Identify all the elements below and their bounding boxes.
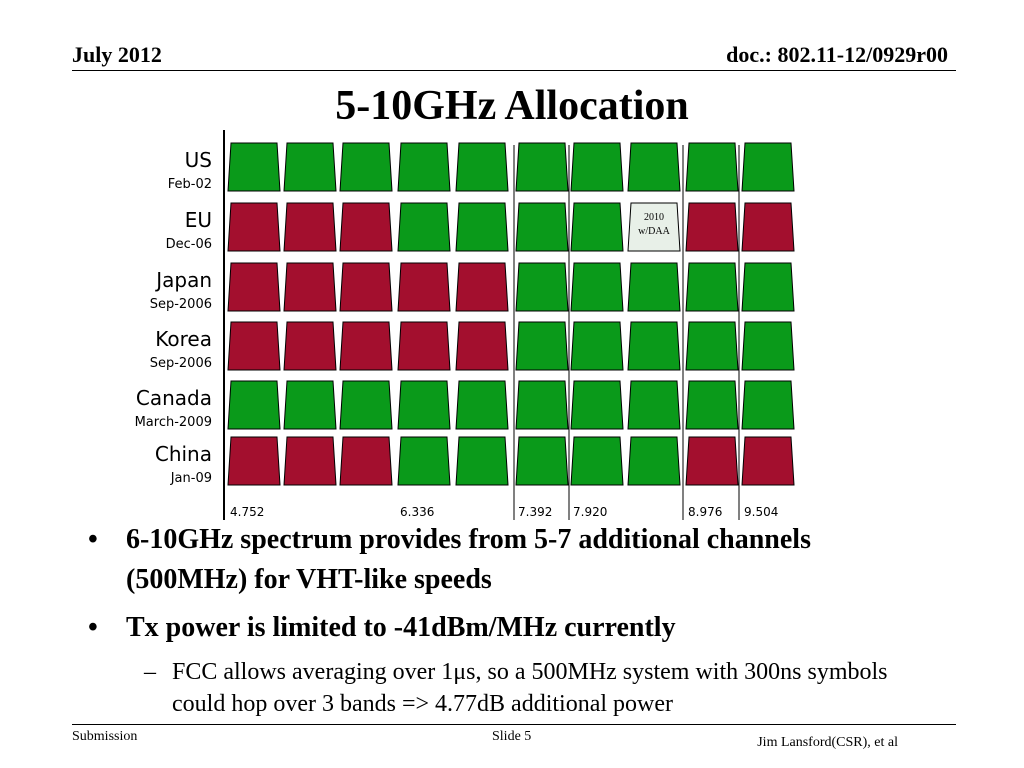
channel-cell bbox=[339, 436, 393, 486]
row-name: US bbox=[185, 148, 212, 172]
channel-cell bbox=[515, 436, 569, 486]
row-date: Dec-06 bbox=[166, 237, 212, 252]
row-date: Sep-2006 bbox=[150, 356, 212, 371]
bullet-list: 6-10GHz spectrum provides from 5-7 addit… bbox=[88, 520, 888, 720]
channel-cell bbox=[570, 142, 624, 192]
frequency-label: 7.392 bbox=[518, 505, 552, 519]
channel-cell bbox=[455, 436, 509, 486]
channel-cell bbox=[685, 262, 739, 312]
channel-cell bbox=[339, 321, 393, 371]
channel-cell bbox=[227, 202, 281, 252]
frequency-label: 8.976 bbox=[688, 505, 722, 519]
channel-cell bbox=[627, 436, 681, 486]
channel-cell bbox=[227, 142, 281, 192]
channel-cell bbox=[227, 262, 281, 312]
channel-cell bbox=[397, 262, 451, 312]
channel-cell bbox=[283, 262, 337, 312]
channel-cell bbox=[455, 262, 509, 312]
bullet: 6-10GHz spectrum provides from 5-7 addit… bbox=[88, 520, 888, 600]
channel-cell bbox=[397, 436, 451, 486]
channel-cell bbox=[455, 321, 509, 371]
header-doc: doc.: 802.11-12/0929r00 bbox=[726, 42, 948, 67]
row-name: EU bbox=[185, 208, 212, 232]
footer-right: Jim Lansford(CSR), et al bbox=[757, 735, 898, 750]
channel-cell bbox=[685, 436, 739, 486]
channel-cell bbox=[685, 142, 739, 192]
channel-cell bbox=[685, 321, 739, 371]
row-name: Korea bbox=[155, 327, 212, 351]
channel-cell bbox=[570, 380, 624, 430]
channel-cell bbox=[455, 142, 509, 192]
channel-cell bbox=[570, 436, 624, 486]
channel-cell bbox=[515, 321, 569, 371]
header-date: July 2012 bbox=[72, 42, 162, 67]
channel-cell bbox=[741, 142, 795, 192]
channel-cell bbox=[339, 142, 393, 192]
row-date: Feb-02 bbox=[168, 177, 212, 192]
channel-cell bbox=[227, 436, 281, 486]
footer-center: Slide 5 bbox=[492, 729, 532, 744]
channel-cell bbox=[627, 380, 681, 430]
channel-cell bbox=[339, 262, 393, 312]
channel-cell bbox=[627, 142, 681, 192]
channel-cell bbox=[227, 380, 281, 430]
sub-bullet: FCC allows averaging over 1μs, so a 500M… bbox=[88, 656, 888, 720]
channel-cell bbox=[570, 321, 624, 371]
channel-cell bbox=[515, 380, 569, 430]
cell-note: 2010 bbox=[644, 212, 664, 223]
footer-left: Submission bbox=[72, 729, 138, 744]
channel-cell bbox=[685, 202, 739, 252]
channel-cell bbox=[741, 321, 795, 371]
header-rule bbox=[72, 70, 956, 71]
channel-cell bbox=[741, 262, 795, 312]
channel-cell bbox=[741, 202, 795, 252]
allocation-diagram: US Feb-02 EU Dec-06 2010 w/DAA Japan Sep-2006 Ko… bbox=[135, 130, 795, 520]
channel-cell bbox=[227, 321, 281, 371]
channel-cell bbox=[515, 142, 569, 192]
row-name: Canada bbox=[136, 386, 212, 410]
channel-cell bbox=[515, 202, 569, 252]
row-date: March-2009 bbox=[135, 415, 212, 430]
cell-note: w/DAA bbox=[638, 226, 670, 237]
channel-cell bbox=[741, 380, 795, 430]
row-name: Japan bbox=[154, 268, 212, 292]
channel-cell bbox=[515, 262, 569, 312]
channel-cell bbox=[455, 202, 509, 252]
channel-cell bbox=[397, 142, 451, 192]
channel-cell bbox=[397, 321, 451, 371]
channel-cell bbox=[283, 202, 337, 252]
row-name: China bbox=[155, 442, 212, 466]
footer-rule bbox=[72, 724, 956, 725]
frequency-label: 4.752 bbox=[230, 505, 264, 519]
channel-cell bbox=[339, 202, 393, 252]
channel-cell bbox=[455, 380, 509, 430]
frequency-label: 6.336 bbox=[400, 505, 434, 519]
channel-cell bbox=[627, 262, 681, 312]
channel-cell bbox=[570, 202, 624, 252]
channel-cell bbox=[397, 202, 451, 252]
channel-cell bbox=[283, 436, 337, 486]
channel-cell bbox=[339, 380, 393, 430]
frequency-label: 9.504 bbox=[744, 505, 778, 519]
channel-cell bbox=[283, 142, 337, 192]
channel-cell bbox=[627, 321, 681, 371]
channel-cell bbox=[397, 380, 451, 430]
row-date: Sep-2006 bbox=[150, 297, 212, 312]
row-date: Jan-09 bbox=[170, 471, 212, 486]
channel-cell bbox=[283, 380, 337, 430]
channel-cell bbox=[570, 262, 624, 312]
channel-cell bbox=[741, 436, 795, 486]
bullet: Tx power is limited to -41dBm/MHz curren… bbox=[88, 608, 888, 648]
slide-title: 5-10GHz Allocation bbox=[335, 83, 689, 129]
channel-cell bbox=[283, 321, 337, 371]
channel-cell bbox=[627, 202, 681, 252]
frequency-label: 7.920 bbox=[573, 505, 607, 519]
channel-cell bbox=[685, 380, 739, 430]
